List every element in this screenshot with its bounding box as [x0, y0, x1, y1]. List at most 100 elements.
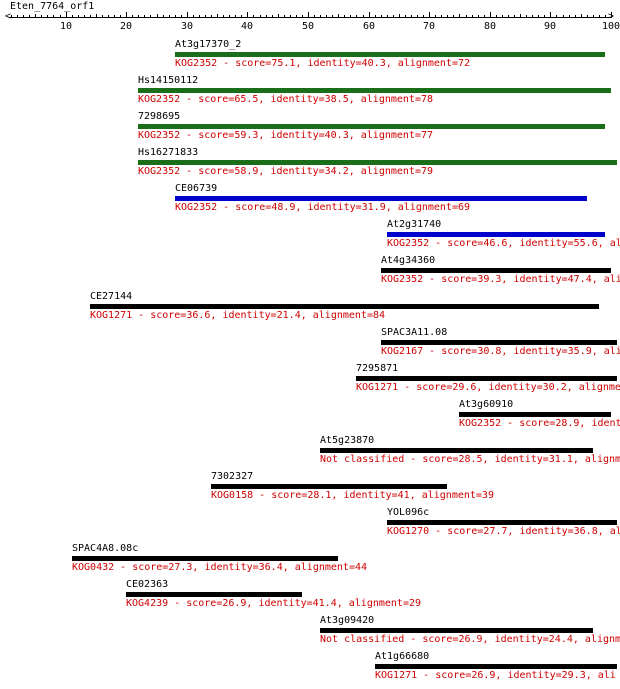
hit-alignment-bar[interactable] [375, 664, 617, 669]
hit-description[interactable]: KOG2352 - score=46.6, identity=55.6, ali [387, 238, 620, 249]
ruler-tick [102, 15, 103, 18]
ruler-tick-label: 60 [362, 21, 376, 32]
ruler-tick [429, 12, 430, 18]
ruler-tick [526, 15, 527, 18]
ruler-tick [17, 15, 18, 18]
ruler-tick [144, 15, 145, 18]
hit-name[interactable]: At3g17370_2 [175, 39, 242, 50]
ruler-tick [229, 15, 230, 18]
hit-name[interactable]: At5g23870 [320, 435, 375, 446]
hit-name[interactable]: 7302327 [211, 471, 254, 482]
ruler-tick [587, 15, 588, 18]
ruler-tick [575, 15, 576, 18]
hit-description[interactable]: KOG0158 - score=28.1, identity=41, align… [211, 490, 494, 501]
hit-alignment-bar[interactable] [175, 196, 587, 201]
ruler-tick [544, 15, 545, 18]
hit-alignment-bar[interactable] [387, 520, 617, 525]
ruler-tick-label: 10 [59, 21, 73, 32]
ruler-tick [302, 15, 303, 18]
ruler-tick-label: 50 [301, 21, 315, 32]
ruler-tick [290, 15, 291, 18]
hit-description[interactable]: KOG2352 - score=58.9, identity=34.2, ali… [138, 166, 434, 177]
hit-name[interactable]: CE27144 [90, 291, 133, 302]
ruler-tick [423, 15, 424, 18]
hit-description[interactable]: KOG2352 - score=65.5, identity=38.5, ali… [138, 94, 434, 105]
hit-alignment-bar[interactable] [320, 628, 593, 633]
ruler-tick [405, 15, 406, 18]
hit-name[interactable]: At1g66680 [375, 651, 430, 662]
hit-name[interactable]: At2g31740 [387, 219, 442, 230]
hit-alignment-bar[interactable] [381, 268, 611, 273]
hit-name[interactable]: 7298695 [138, 111, 181, 122]
hit-name[interactable]: At3g60910 [459, 399, 514, 410]
ruler-tick [393, 15, 394, 18]
hit-description[interactable]: KOG2352 - score=39.3, identity=47.4, ali [381, 274, 620, 285]
hit-description[interactable]: KOG2352 - score=59.3, identity=40.3, ali… [138, 130, 434, 141]
hit-alignment-bar[interactable] [211, 484, 447, 489]
hit-name[interactable]: CE02363 [126, 579, 169, 590]
ruler-tick [126, 12, 127, 18]
hit-description[interactable]: KOG0432 - score=27.3, identity=36.4, ali… [72, 562, 368, 573]
ruler-tick [569, 15, 570, 18]
hit-alignment-bar[interactable] [459, 412, 611, 417]
ruler-tick [157, 14, 158, 18]
hit-name[interactable]: Hs14150112 [138, 75, 199, 86]
hit-name[interactable]: Hs16271833 [138, 147, 199, 158]
hit-description[interactable]: KOG2352 - score=48.9, identity=31.9, ali… [175, 202, 471, 213]
hit-description[interactable]: KOG2167 - score=30.8, identity=35.9, ali [381, 346, 620, 357]
hit-alignment-bar[interactable] [175, 52, 605, 57]
hit-alignment-bar[interactable] [320, 448, 593, 453]
ruler-tick [11, 15, 12, 18]
ruler-tick [284, 15, 285, 18]
hit-alignment-bar[interactable] [138, 124, 605, 129]
hit-description[interactable]: KOG1271 - score=29.6, identity=30.2, ali… [356, 382, 620, 393]
ruler-tick-label: 20 [119, 21, 133, 32]
ruler-tick [175, 15, 176, 18]
hit-alignment-bar[interactable] [138, 88, 611, 93]
hit-description[interactable]: KOG1270 - score=27.7, identity=36.8, ali [387, 526, 620, 537]
ruler-tick [90, 15, 91, 18]
ruler-tick [84, 15, 85, 18]
hit-name[interactable]: At3g09420 [320, 615, 375, 626]
hit-name[interactable]: At4g34360 [381, 255, 436, 266]
hit-alignment-bar[interactable] [126, 592, 302, 597]
ruler-tick [369, 12, 370, 18]
hit-name[interactable]: SPAC4A8.08c [72, 543, 139, 554]
hit-description[interactable]: KOG2352 - score=75.1, identity=40.3, ali… [175, 58, 471, 69]
ruler-tick [332, 15, 333, 18]
hit-description[interactable]: Not classified - score=26.9, identity=24… [320, 634, 620, 645]
ruler-tick [338, 14, 339, 18]
ruler-tick [435, 15, 436, 18]
ruler-tick [29, 15, 30, 18]
hit-description[interactable]: KOG1271 - score=36.6, identity=21.4, ali… [90, 310, 386, 321]
hit-name[interactable]: CE06739 [175, 183, 218, 194]
ruler-tick [593, 15, 594, 18]
hit-alignment-bar[interactable] [356, 376, 617, 381]
ruler-tick [399, 14, 400, 18]
hit-alignment-bar[interactable] [138, 160, 617, 165]
ruler-tick [41, 15, 42, 18]
hit-alignment-bar[interactable] [387, 232, 605, 237]
hit-description[interactable]: Not classified - score=28.5, identity=31… [320, 454, 620, 465]
ruler-line [9, 17, 612, 18]
ruler-tick [272, 15, 273, 18]
hit-alignment-bar[interactable] [72, 556, 338, 561]
ruler-tick [296, 15, 297, 18]
ruler-tick [205, 15, 206, 18]
hit-name[interactable]: YOL096c [387, 507, 430, 518]
ruler-tick [514, 15, 515, 18]
hit-description[interactable]: KOG2352 - score=28.9, identi [459, 418, 620, 429]
ruler-tick [35, 14, 36, 18]
ruler-tick [217, 14, 218, 18]
ruler-tick [581, 14, 582, 18]
hit-alignment-bar[interactable] [381, 340, 617, 345]
hit-description[interactable]: KOG1271 - score=26.9, identity=29.3, ali [375, 670, 616, 681]
hit-name[interactable]: SPAC3A11.08 [381, 327, 448, 338]
ruler-tick [411, 15, 412, 18]
hit-name[interactable]: 7295871 [356, 363, 399, 374]
hit-description[interactable]: KOG4239 - score=26.9, identity=41.4, ali… [126, 598, 422, 609]
ruler-tick [490, 12, 491, 18]
ruler-left-arrow-icon: < [5, 11, 12, 22]
hit-alignment-bar[interactable] [90, 304, 599, 309]
